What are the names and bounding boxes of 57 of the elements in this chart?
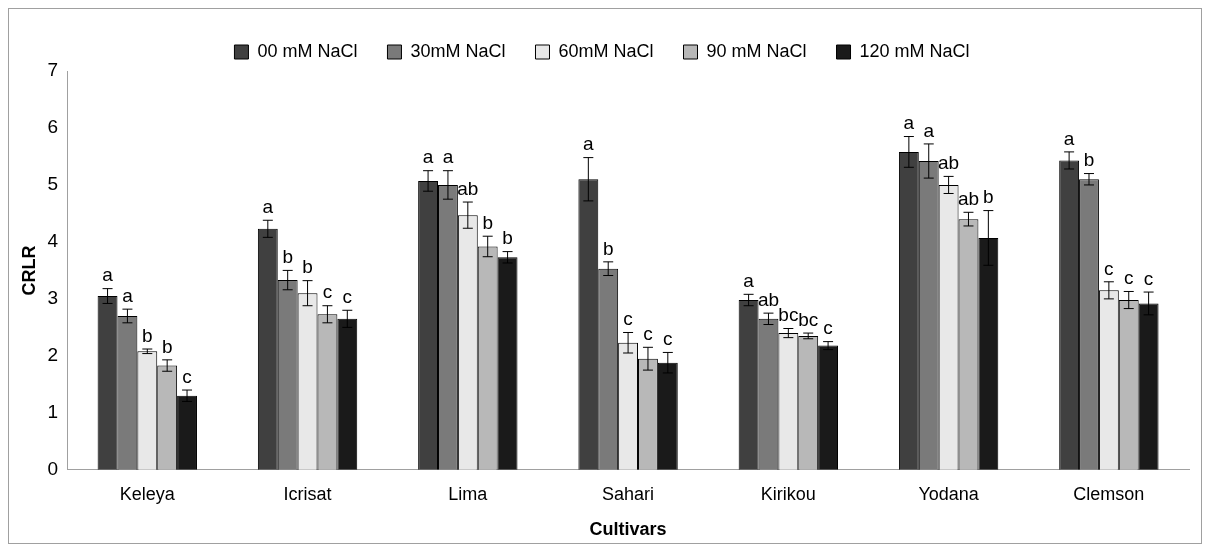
data-label: a xyxy=(262,196,274,217)
data-label: c xyxy=(1123,267,1134,289)
y-tick-label: 1 xyxy=(47,401,59,423)
data-label: c xyxy=(1104,257,1114,279)
y-tick-label: 5 xyxy=(47,173,59,195)
data-label: ab xyxy=(938,152,960,174)
legend-label: 60mM NaCl xyxy=(558,40,654,61)
x-tick-label: Sahari xyxy=(602,483,655,504)
data-label: c xyxy=(342,286,353,308)
x-tick-label: Keleya xyxy=(119,483,176,504)
data-label: b xyxy=(161,335,173,357)
y-axis-title: CRLR xyxy=(18,245,39,296)
y-tick-label: 2 xyxy=(47,344,59,366)
data-label: a xyxy=(743,270,755,292)
x-tick-label: Icrisat xyxy=(283,483,332,504)
legend-label: 00 mM NaCl xyxy=(257,40,358,61)
data-label: b xyxy=(502,227,513,249)
data-label: c xyxy=(663,328,673,350)
data-label: a xyxy=(442,146,454,168)
data-label: a xyxy=(583,133,595,155)
data-label: a xyxy=(122,284,134,306)
data-label: ab xyxy=(957,188,980,210)
x-tick-label: Yodana xyxy=(918,483,980,504)
data-label: bc xyxy=(798,308,819,330)
x-tick-label: Lima xyxy=(448,483,489,504)
legend-label: 90 mM NaCl xyxy=(706,40,807,61)
y-tick-label: 0 xyxy=(47,458,59,480)
data-label: a xyxy=(903,112,915,134)
data-label: ab xyxy=(457,177,479,199)
data-label: c xyxy=(322,281,333,303)
legend-label: 30mM NaCl xyxy=(410,40,506,61)
data-label: c xyxy=(182,365,192,387)
data-label: a xyxy=(1063,127,1075,149)
legend-label: 120 mM NaCl xyxy=(859,40,970,61)
data-label: b xyxy=(983,186,994,208)
y-tick-label: 4 xyxy=(47,230,59,252)
x-tick-label: Clemson xyxy=(1073,483,1145,504)
data-label: c xyxy=(623,308,633,330)
data-label: b xyxy=(142,324,153,346)
x-tick-label: Kirikou xyxy=(760,483,816,504)
y-tick-label: 3 xyxy=(47,287,59,309)
y-tick-label: 7 xyxy=(47,59,59,81)
data-label: b xyxy=(602,237,614,259)
data-label: b xyxy=(282,246,293,268)
data-label: a xyxy=(102,264,114,286)
data-label: b xyxy=(482,211,493,233)
data-label: bc xyxy=(778,304,799,326)
x-axis-title: Cultivars xyxy=(589,519,667,540)
data-label: b xyxy=(1083,149,1095,171)
y-tick-label: 6 xyxy=(47,116,59,138)
data-label: a xyxy=(923,119,935,141)
data-label: c xyxy=(823,317,833,339)
data-label: ab xyxy=(757,288,780,310)
data-label: c xyxy=(643,323,653,345)
data-label: c xyxy=(1143,267,1154,289)
data-label: a xyxy=(422,146,434,168)
data-label: b xyxy=(302,256,313,278)
